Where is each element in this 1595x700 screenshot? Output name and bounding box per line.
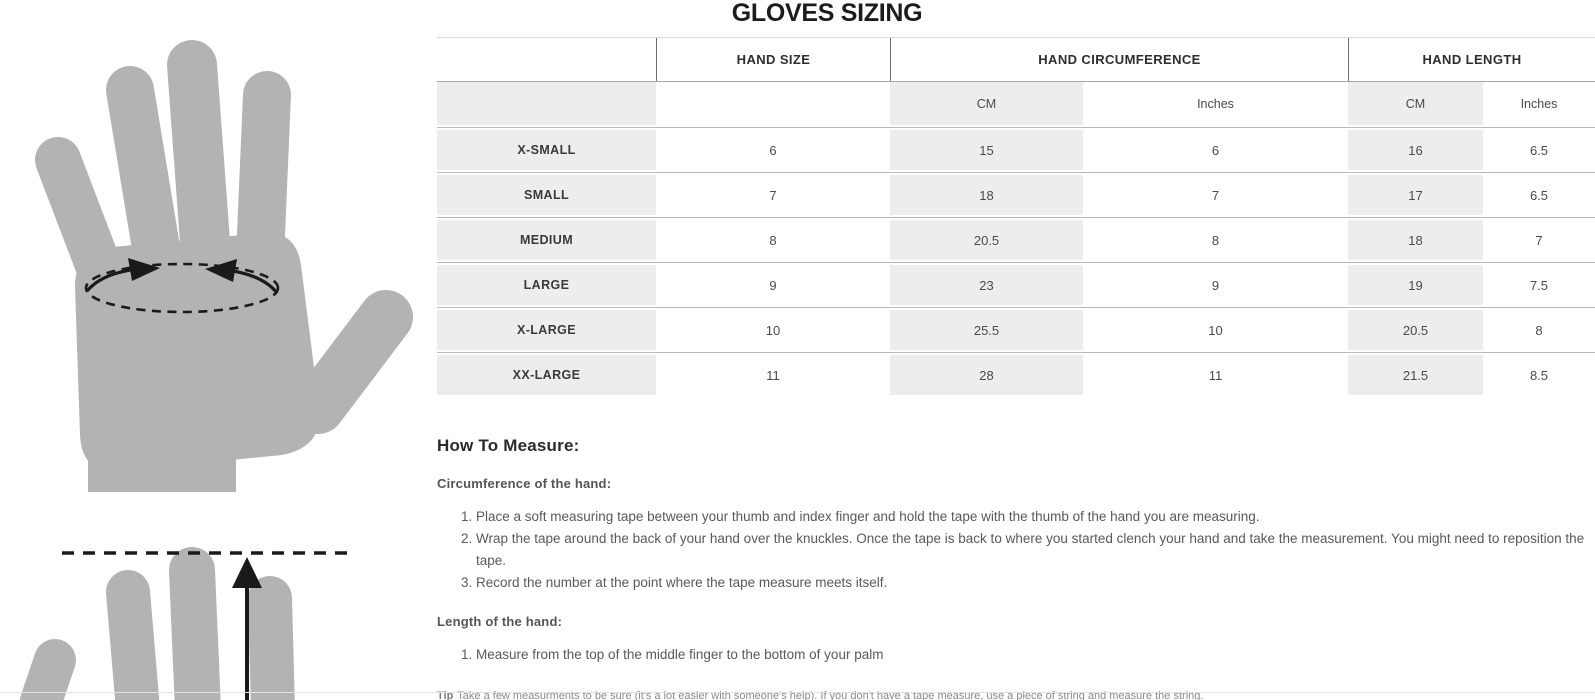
how-to-measure-section: How To Measure: Circumference of the han…	[437, 436, 1595, 700]
circumference-in-value: 6	[1083, 130, 1348, 170]
circumference-measure-arrows-icon	[84, 258, 280, 314]
header-hand-circumference: HAND CIRCUMFERENCE	[890, 38, 1348, 81]
table-row: X-SMALL 6 15 6 16 6.5	[437, 130, 1595, 170]
row-divider	[437, 262, 1595, 263]
fingertips-shape	[20, 547, 295, 700]
row-divider	[437, 127, 1595, 128]
length-in-value: 8.5	[1483, 355, 1595, 395]
tip-text: Take a few measurments to be sure (it's …	[457, 690, 1204, 700]
length-subheading: Length of the hand:	[437, 614, 563, 629]
table-row: LARGE 9 23 9 19 7.5	[437, 265, 1595, 305]
circumference-cm-value: 25.5	[890, 310, 1083, 350]
length-cm-value: 20.5	[1348, 310, 1483, 350]
row-divider	[437, 307, 1595, 308]
size-label: SMALL	[437, 175, 656, 215]
circumference-in-value: 10	[1083, 310, 1348, 350]
tip-label: Tip	[437, 690, 454, 700]
table-row: X-LARGE 10 25.5 10 20.5 8	[437, 310, 1595, 350]
length-cm-value: 16	[1348, 130, 1483, 170]
table-units-row: CM Inches CM Inches	[437, 82, 1595, 125]
measure-tip: Tip Take a few measurments to be sure (it…	[437, 690, 1595, 700]
length-steps: Measure from the top of the middle finge…	[458, 644, 1595, 666]
size-label: X-SMALL	[437, 130, 656, 170]
header-hand-length: HAND LENGTH	[1348, 38, 1595, 81]
row-divider	[437, 172, 1595, 173]
how-to-measure-heading: How To Measure:	[437, 436, 580, 455]
size-label: XX-LARGE	[437, 355, 656, 395]
circumference-cm-value: 28	[890, 355, 1083, 395]
step-item: Measure from the top of the middle finge…	[476, 644, 1595, 666]
hand-length-illustration	[20, 547, 348, 700]
size-label: MEDIUM	[437, 220, 656, 260]
step-item: Wrap the tape around the back of your ha…	[476, 528, 1595, 572]
length-cm-value: 19	[1348, 265, 1483, 305]
palm-shape	[74, 232, 320, 472]
circumference-cm-value: 18	[890, 175, 1083, 215]
hand-shape	[35, 40, 413, 434]
table-header-row: HAND SIZE HAND CIRCUMFERENCE HAND LENGTH	[437, 37, 1595, 82]
length-cm-value: 18	[1348, 220, 1483, 260]
header-hand-size: HAND SIZE	[656, 38, 890, 81]
circumference-in-value: 7	[1083, 175, 1348, 215]
table-row: XX-LARGE 11 28 11 21.5 8.5	[437, 355, 1595, 395]
unit-inches: Inches	[1483, 82, 1595, 125]
circumference-in-value: 11	[1083, 355, 1348, 395]
length-in-value: 6.5	[1483, 175, 1595, 215]
length-in-value: 7	[1483, 220, 1595, 260]
table-row: MEDIUM 8 20.5 8 18 7	[437, 220, 1595, 260]
header-blank	[437, 38, 656, 81]
hand-size-value: 8	[656, 220, 890, 260]
circumference-steps: Place a soft measuring tape between your…	[458, 506, 1595, 594]
step-item: Record the number at the point where the…	[476, 572, 1595, 594]
length-measure-arrow-icon	[62, 551, 348, 700]
circumference-subheading: Circumference of the hand:	[437, 476, 612, 491]
hand-circumference-illustration	[35, 40, 413, 492]
length-in-value: 8	[1483, 310, 1595, 350]
length-cm-value: 17	[1348, 175, 1483, 215]
bottom-divider	[0, 692, 1595, 693]
unit-blank	[656, 82, 890, 125]
length-in-value: 7.5	[1483, 265, 1595, 305]
size-label: LARGE	[437, 265, 656, 305]
hand-size-value: 6	[656, 130, 890, 170]
length-in-value: 6.5	[1483, 130, 1595, 170]
hand-size-value: 10	[656, 310, 890, 350]
hand-size-value: 7	[656, 175, 890, 215]
circumference-in-value: 8	[1083, 220, 1348, 260]
length-cm-value: 21.5	[1348, 355, 1483, 395]
circumference-cm-value: 23	[890, 265, 1083, 305]
page-title: GLOVES SIZING	[731, 0, 923, 27]
unit-cm: CM	[890, 82, 1083, 125]
hand-size-value: 11	[656, 355, 890, 395]
step-item: Place a soft measuring tape between your…	[476, 506, 1595, 528]
unit-blank	[437, 82, 656, 125]
circumference-cm-value: 20.5	[890, 220, 1083, 260]
table-row: SMALL 7 18 7 17 6.5	[437, 175, 1595, 215]
row-divider	[437, 217, 1595, 218]
unit-inches: Inches	[1083, 82, 1348, 125]
circumference-cm-value: 15	[890, 130, 1083, 170]
circumference-in-value: 9	[1083, 265, 1348, 305]
wrist-shape	[88, 420, 236, 492]
row-divider	[437, 352, 1595, 353]
size-label: X-LARGE	[437, 310, 656, 350]
hand-size-value: 9	[656, 265, 890, 305]
unit-cm: CM	[1348, 82, 1483, 125]
sizing-table: HAND SIZE HAND CIRCUMFERENCE HAND LENGTH…	[437, 37, 1595, 395]
